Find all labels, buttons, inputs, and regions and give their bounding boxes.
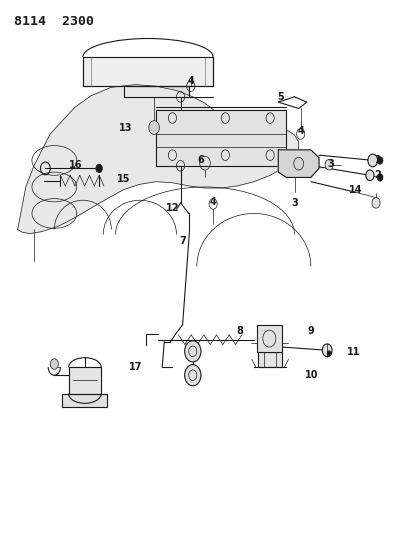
Text: 4: 4 <box>209 197 216 207</box>
Text: 10: 10 <box>304 370 318 380</box>
Text: 4: 4 <box>297 126 303 136</box>
Text: 11: 11 <box>346 348 360 358</box>
Polygon shape <box>257 352 282 367</box>
Circle shape <box>324 159 333 170</box>
Circle shape <box>371 198 379 208</box>
Polygon shape <box>18 85 298 233</box>
Polygon shape <box>278 150 318 177</box>
Text: 17: 17 <box>129 362 142 372</box>
Text: 13: 13 <box>119 123 132 133</box>
Text: 15: 15 <box>117 174 130 184</box>
Circle shape <box>184 365 200 386</box>
Text: 1: 1 <box>374 156 380 165</box>
FancyBboxPatch shape <box>256 325 282 352</box>
Text: 7: 7 <box>179 236 186 246</box>
Circle shape <box>50 359 58 369</box>
Polygon shape <box>62 394 107 407</box>
Circle shape <box>326 351 330 356</box>
Circle shape <box>184 341 200 362</box>
Text: 4: 4 <box>187 76 193 86</box>
Text: 3: 3 <box>290 198 297 208</box>
Circle shape <box>365 170 373 181</box>
Text: 5: 5 <box>276 92 283 102</box>
Text: 3: 3 <box>327 159 334 169</box>
Circle shape <box>376 157 382 164</box>
Text: 9: 9 <box>307 326 313 336</box>
Circle shape <box>376 174 382 181</box>
Polygon shape <box>68 367 101 394</box>
Polygon shape <box>83 57 213 86</box>
Text: 2: 2 <box>374 171 380 180</box>
Text: 14: 14 <box>348 184 362 195</box>
Circle shape <box>148 120 159 134</box>
Circle shape <box>96 164 102 173</box>
Polygon shape <box>156 110 286 166</box>
Text: 8: 8 <box>236 326 243 336</box>
Circle shape <box>367 154 377 167</box>
Text: 8114  2300: 8114 2300 <box>13 14 93 28</box>
Circle shape <box>321 344 331 357</box>
Text: 6: 6 <box>197 156 204 165</box>
Polygon shape <box>123 86 188 97</box>
Text: 16: 16 <box>69 160 82 169</box>
Text: 12: 12 <box>165 203 179 213</box>
